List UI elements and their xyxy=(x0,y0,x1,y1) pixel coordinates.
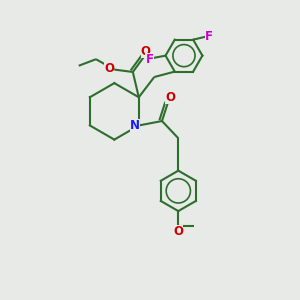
Text: O: O xyxy=(165,91,175,104)
Text: F: F xyxy=(146,53,154,66)
Text: N: N xyxy=(130,119,140,132)
Text: O: O xyxy=(173,225,183,239)
Text: O: O xyxy=(104,61,114,75)
Text: O: O xyxy=(141,45,151,58)
Text: F: F xyxy=(205,30,213,43)
